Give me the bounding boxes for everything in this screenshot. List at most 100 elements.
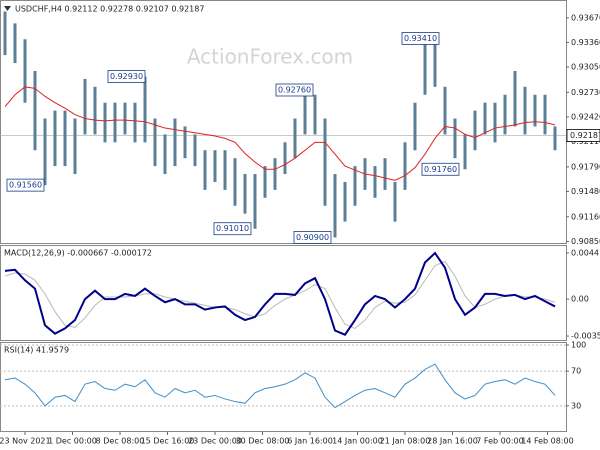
annotation-box xyxy=(6,178,45,192)
price-bar xyxy=(473,110,477,151)
price-bar xyxy=(373,166,377,198)
macd-frame xyxy=(0,245,567,341)
annotation-label: 0.93410 xyxy=(404,34,437,43)
price-bar xyxy=(343,181,347,222)
annotation-box xyxy=(421,162,460,176)
y-tick-label: 0.00 xyxy=(571,295,589,304)
price-bar xyxy=(113,102,117,143)
price-bar xyxy=(453,118,457,159)
price-bar xyxy=(73,118,77,175)
price-bar xyxy=(303,89,307,135)
price-bar xyxy=(423,39,427,95)
rsi-title: RSI(14) 41.9579 xyxy=(4,346,69,355)
price-bar xyxy=(63,110,67,167)
watermark: ActionForex.com xyxy=(187,45,353,69)
y-tick-label: 0.004412 xyxy=(571,248,600,257)
y-tick-label: 30 xyxy=(571,401,581,410)
annotation-box xyxy=(213,222,252,236)
y-tick-label: 70 xyxy=(571,367,581,376)
price-frame xyxy=(0,0,567,244)
macd-line xyxy=(4,251,556,336)
x-tick-label: 28 Jan 16:00 xyxy=(427,437,478,446)
price-bar xyxy=(103,102,107,143)
price-bar xyxy=(153,118,157,167)
price-bar xyxy=(383,158,387,190)
x-tick-label: 7 Feb 00:00 xyxy=(476,437,523,446)
annotation-label: 0.92760 xyxy=(278,85,311,94)
x-tick-label: 15 Dec 16:00 xyxy=(141,437,195,446)
price-bar xyxy=(213,150,217,182)
price-bar xyxy=(123,102,127,135)
price-bar xyxy=(483,102,487,135)
rsi-frame xyxy=(0,342,567,432)
price-bar xyxy=(173,118,177,167)
price-bar xyxy=(203,150,207,190)
x-tick-label: 21 Jan 08:00 xyxy=(380,437,431,446)
price-bar xyxy=(553,126,557,151)
price-bar xyxy=(393,181,397,222)
macd-title: MACD(12,26,9) -0.000667 -0.000172 xyxy=(4,249,152,258)
price-bar xyxy=(283,142,287,175)
menu-icon xyxy=(4,6,11,11)
annotation-label: 0.91560 xyxy=(9,181,42,190)
price-bar xyxy=(503,94,507,135)
price-bar xyxy=(513,70,517,127)
current-price-box xyxy=(566,129,600,142)
annotation-box xyxy=(275,83,314,97)
price-bar xyxy=(413,102,417,151)
signal-line xyxy=(4,260,556,330)
price-bar xyxy=(243,174,247,214)
price-bar xyxy=(293,118,297,159)
annotation-label: 0.91010 xyxy=(216,224,249,233)
price-bar xyxy=(433,38,437,87)
price-bar xyxy=(493,102,497,143)
x-tick-label: 8 Dec 08:00 xyxy=(96,437,145,446)
price-bar xyxy=(323,118,327,206)
price-bar xyxy=(463,134,467,170)
price-bar xyxy=(263,166,267,198)
current-price-label: 0.92187 xyxy=(570,131,600,140)
price-bar xyxy=(43,118,47,186)
annotation-label: 0.91760 xyxy=(424,165,457,174)
price-bar xyxy=(333,174,337,238)
price-bar xyxy=(223,150,227,190)
x-tick-label: 23 Nov 2021 xyxy=(0,437,51,446)
y-tick-label: 100 xyxy=(571,341,586,350)
price-bar xyxy=(523,86,527,135)
price-bar xyxy=(33,70,37,151)
price-bar xyxy=(543,94,547,135)
moving-average xyxy=(4,86,556,181)
price-bar xyxy=(163,134,167,175)
annotation-box xyxy=(107,70,146,83)
price-bar xyxy=(133,102,137,143)
price-bar xyxy=(443,86,447,135)
x-tick-label: 14 Jan 00:00 xyxy=(332,437,383,446)
price-bar xyxy=(143,76,147,143)
price-bar xyxy=(3,11,7,56)
price-bar xyxy=(13,23,17,64)
price-bar xyxy=(23,39,27,103)
price-bar xyxy=(533,94,537,127)
price-bar xyxy=(233,158,237,206)
price-bar xyxy=(93,86,97,135)
annotation-box xyxy=(401,32,440,45)
y-tick-label: -0.003528 xyxy=(571,332,600,341)
x-tick-label: 6 Jan 16:00 xyxy=(287,437,333,446)
x-tick-label: 23 Dec 00:00 xyxy=(188,437,242,446)
annotation-label: 0.92930 xyxy=(110,72,143,81)
price-bar xyxy=(403,142,407,190)
x-tick-label: 30 Dec 08:00 xyxy=(236,437,290,446)
rsi-line xyxy=(4,363,556,409)
price-bar xyxy=(193,134,197,167)
x-tick-label: 14 Feb 08:00 xyxy=(521,437,573,446)
chart-title: USDCHF,H4 0.92112 0.92278 0.92107 0.9218… xyxy=(15,5,204,14)
